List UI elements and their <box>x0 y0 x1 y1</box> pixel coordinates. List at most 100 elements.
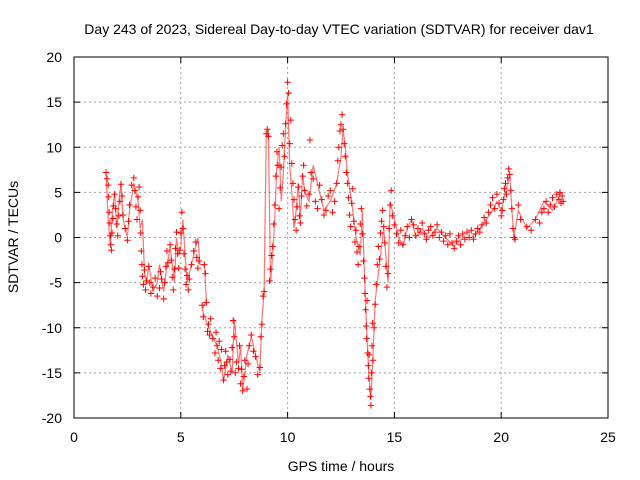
data-point <box>114 232 121 239</box>
data-point <box>337 121 345 128</box>
data-point <box>487 201 494 209</box>
data-point <box>112 205 119 212</box>
data-point <box>135 183 143 191</box>
data-point <box>236 342 243 349</box>
data-point <box>395 239 402 247</box>
data-point <box>258 320 266 328</box>
data-point <box>397 227 405 234</box>
series-trace <box>105 93 562 400</box>
data-point <box>186 275 193 283</box>
data-point <box>195 257 203 265</box>
data-point <box>558 192 566 200</box>
data-point <box>282 120 289 127</box>
data-point <box>342 153 349 160</box>
data-point <box>264 126 271 133</box>
data-point <box>333 180 340 187</box>
data-point <box>266 277 273 285</box>
data-point <box>515 201 522 209</box>
data-point <box>205 320 212 328</box>
y-tick-label: -5 <box>50 275 63 291</box>
data-point <box>256 364 264 371</box>
data-point <box>229 317 237 324</box>
data-point <box>146 279 154 286</box>
data-point <box>274 162 282 169</box>
data-point <box>252 353 259 360</box>
data-point <box>299 172 306 180</box>
data-point <box>182 281 190 288</box>
data-point <box>383 283 391 291</box>
data-point <box>209 335 217 342</box>
data-point <box>324 192 332 200</box>
data-point <box>347 223 354 230</box>
data-point <box>220 376 227 384</box>
data-point <box>193 254 201 261</box>
data-point <box>483 219 490 227</box>
data-point <box>116 198 124 205</box>
data-point <box>338 111 346 118</box>
y-tick-label: -10 <box>42 320 62 336</box>
data-point <box>277 163 285 171</box>
data-point <box>217 365 224 372</box>
data-point <box>495 200 503 207</box>
data-point <box>227 367 235 375</box>
data-point <box>503 190 510 198</box>
data-point <box>408 216 415 223</box>
data-point <box>119 211 127 219</box>
data-point <box>448 239 456 247</box>
data-point <box>438 228 445 236</box>
data-point <box>178 209 186 216</box>
data-point <box>269 243 276 250</box>
data-point <box>279 142 286 149</box>
data-point <box>502 180 509 187</box>
data-point <box>305 190 313 198</box>
data-point <box>103 175 111 183</box>
data-point <box>381 239 388 247</box>
y-tick-label: 15 <box>46 94 62 110</box>
data-point <box>468 227 475 234</box>
data-point <box>425 227 432 234</box>
data-point <box>275 205 283 212</box>
data-point <box>285 89 292 97</box>
data-point <box>399 241 407 248</box>
data-point <box>470 236 477 243</box>
data-point <box>387 187 395 194</box>
data-point <box>126 201 133 209</box>
data-point <box>241 357 249 364</box>
data-point <box>401 232 409 239</box>
data-point <box>339 126 347 133</box>
data-point <box>271 201 278 209</box>
x-tick-label: 10 <box>280 429 296 445</box>
data-point <box>363 322 370 330</box>
data-point <box>556 189 564 196</box>
data-point <box>369 320 376 327</box>
data-point <box>273 148 281 155</box>
data-point <box>140 281 147 288</box>
x-tick-label: 20 <box>493 429 509 445</box>
data-point <box>451 245 458 252</box>
data-point <box>312 198 319 205</box>
data-point <box>370 324 378 331</box>
data-point <box>272 172 280 180</box>
data-point <box>283 100 290 108</box>
data-point <box>298 192 305 200</box>
data-point <box>257 333 265 340</box>
data-point <box>367 402 375 409</box>
data-point <box>239 387 246 395</box>
data-point <box>232 369 239 377</box>
data-point <box>363 335 370 342</box>
data-point <box>107 241 114 248</box>
data-point <box>310 175 317 183</box>
data-point <box>389 212 396 220</box>
data-point <box>125 218 132 225</box>
data-point <box>366 385 374 393</box>
data-point <box>499 207 506 214</box>
data-point <box>149 283 157 291</box>
data-point <box>341 140 348 147</box>
data-point <box>300 162 307 169</box>
data-point <box>307 169 315 176</box>
data-point <box>179 225 187 232</box>
y-axis-label: SDTVAR / TECUs <box>5 181 21 293</box>
data-point <box>151 274 159 282</box>
x-tick-label: 15 <box>387 429 403 445</box>
